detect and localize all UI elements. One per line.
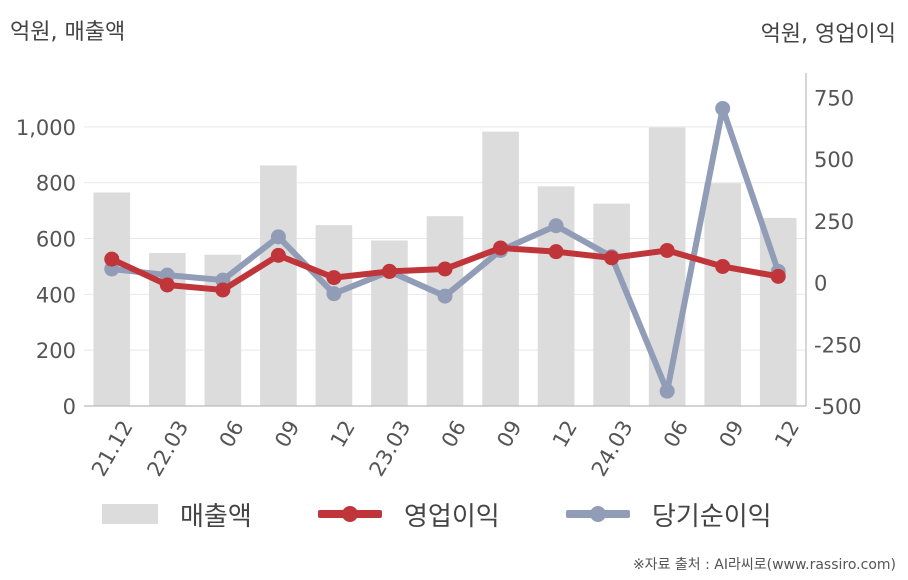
legend-item-revenue: 매출액 bbox=[102, 494, 252, 534]
left-tick-label: 200 bbox=[36, 339, 76, 363]
point-operating-profit bbox=[604, 250, 620, 266]
bar-series bbox=[93, 127, 797, 406]
point-net-income bbox=[715, 100, 731, 116]
point-net-income bbox=[659, 383, 675, 399]
right-tick-label: 250 bbox=[814, 210, 854, 234]
x-tick-label: 09 bbox=[715, 416, 749, 451]
x-tick-label: 06 bbox=[437, 416, 471, 451]
point-operating-profit bbox=[104, 251, 120, 267]
point-operating-profit bbox=[493, 240, 509, 256]
x-tick-label: 12 bbox=[548, 416, 582, 451]
x-tick-label: 12 bbox=[770, 416, 804, 451]
point-net-income bbox=[437, 288, 453, 304]
right-tick-label: 500 bbox=[814, 148, 854, 172]
legend: 매출액 영업이익 당기순이익 bbox=[0, 494, 908, 534]
left-axis-unit: 억원, 매출액 bbox=[10, 20, 126, 45]
right-tick-label: 750 bbox=[814, 86, 854, 110]
x-tick-label: 23.03 bbox=[365, 416, 416, 480]
legend-item-net: 당기순이익 bbox=[566, 494, 772, 534]
point-net-income bbox=[326, 286, 342, 302]
point-net-income bbox=[270, 229, 286, 245]
bar-revenue bbox=[482, 131, 519, 406]
bar-revenue bbox=[260, 165, 297, 406]
x-tick-label: 09 bbox=[270, 416, 304, 451]
point-operating-profit bbox=[215, 282, 231, 298]
bar-revenue bbox=[593, 203, 630, 406]
legend-label-revenue: 매출액 bbox=[180, 501, 252, 532]
x-tick-label: 22.03 bbox=[142, 416, 193, 480]
left-tick-label: 0 bbox=[63, 395, 76, 419]
point-operating-profit bbox=[381, 263, 397, 279]
x-tick-label: 24.03 bbox=[587, 416, 638, 480]
point-operating-profit bbox=[270, 247, 286, 263]
point-operating-profit bbox=[326, 270, 342, 286]
source-note: ※자료 출처 : AI라씨로(www.rassiro.com) bbox=[632, 557, 896, 573]
legend-swatch-net bbox=[566, 502, 630, 526]
line-series bbox=[104, 100, 786, 399]
right-axis-unit: 억원, 영업이익 bbox=[760, 22, 896, 47]
left-tick-label: 400 bbox=[36, 283, 76, 307]
x-tick-label: 12 bbox=[326, 416, 360, 451]
left-tick-label: 1,000 bbox=[16, 116, 76, 140]
point-operating-profit bbox=[770, 268, 786, 284]
left-tick-label: 600 bbox=[36, 228, 76, 252]
legend-swatch-operating bbox=[318, 502, 382, 526]
bar-revenue bbox=[93, 192, 131, 406]
legend-item-operating: 영업이익 bbox=[318, 494, 500, 534]
x-tick-label: 06 bbox=[659, 416, 693, 451]
x-tick-label: 09 bbox=[492, 416, 526, 451]
legend-label-net: 당기순이익 bbox=[652, 501, 772, 532]
right-tick-label: 0 bbox=[814, 272, 827, 296]
bar-revenue bbox=[315, 225, 353, 406]
point-operating-profit bbox=[437, 261, 453, 277]
point-operating-profit bbox=[659, 242, 675, 258]
right-tick-label: -250 bbox=[814, 333, 862, 357]
point-operating-profit bbox=[548, 244, 564, 260]
bar-revenue bbox=[704, 183, 742, 406]
bar-revenue bbox=[426, 216, 464, 406]
right-tick-label: -500 bbox=[814, 395, 862, 419]
x-tick-label: 06 bbox=[215, 416, 249, 451]
point-net-income bbox=[548, 218, 564, 234]
point-operating-profit bbox=[715, 258, 731, 274]
left-tick-label: 800 bbox=[36, 172, 76, 196]
point-operating-profit bbox=[159, 277, 175, 293]
bar-revenue bbox=[759, 217, 797, 406]
legend-label-operating: 영업이익 bbox=[404, 501, 500, 532]
x-tick-label: 21.12 bbox=[87, 416, 138, 480]
axes bbox=[84, 73, 807, 407]
legend-swatch-revenue bbox=[102, 504, 158, 524]
